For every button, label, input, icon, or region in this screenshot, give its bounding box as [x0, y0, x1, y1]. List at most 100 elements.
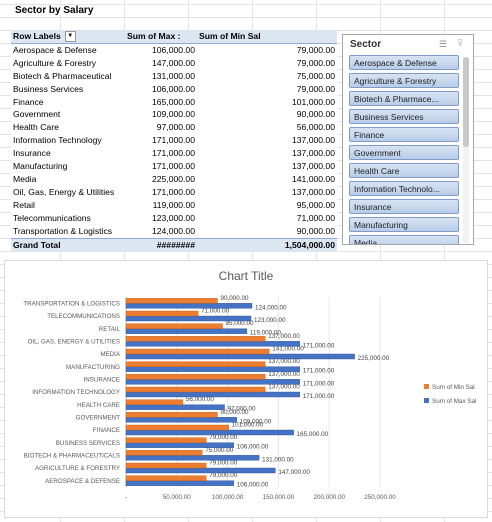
category-label: RETAIL [99, 326, 121, 333]
bar-min-sal[interactable] [125, 450, 203, 456]
category-label: BIOTECH & PHARMACEUTICALS [24, 453, 120, 460]
data-label-max: 97,000.00 [228, 406, 257, 413]
pivot-row[interactable]: Retail 119,000.00 95,000.00 [11, 199, 337, 212]
pivot-row-label: Business Services [13, 83, 84, 94]
bar-max-sal[interactable] [125, 303, 253, 309]
bar-min-sal[interactable] [125, 310, 199, 317]
slicer-item[interactable]: Government [349, 145, 459, 160]
pivot-grand-total-row[interactable]: Grand Total ######## 1,504,000.00 [11, 237, 337, 252]
bar-min-sal[interactable] [125, 298, 218, 304]
pivot-row[interactable]: Biotech & Pharmaceutical 131,000.00 75,000… [11, 70, 337, 83]
slicer-item[interactable]: Information Technolo... [349, 181, 459, 196]
pivot-row-min: 79,000.00 [296, 83, 335, 94]
bar-max-sal[interactable] [125, 391, 300, 398]
bar-min-sal[interactable] [125, 336, 266, 342]
data-label-min: 95,000.00 [226, 320, 255, 327]
slicer-item[interactable]: Finance [349, 127, 459, 142]
bar-max-sal[interactable] [125, 366, 300, 372]
bar-min-sal[interactable] [125, 386, 266, 393]
bar-max-sal[interactable] [125, 417, 237, 423]
pivot-row-max: 106,000.00 [151, 44, 195, 55]
bar-min-sal[interactable] [125, 412, 218, 418]
data-label-min: 75,000.00 [205, 447, 234, 454]
data-label-min: 79,000.00 [209, 472, 238, 479]
slicer-scroll-thumb[interactable] [463, 57, 469, 147]
multi-select-icon[interactable]: ☰ [439, 39, 448, 49]
pivot-row-max: 225,000.00 [151, 173, 195, 184]
pivot-row[interactable]: Telecommunications 123,000.00 71,000.00 [11, 212, 337, 225]
slicer-item[interactable]: Aerospace & Defense [349, 55, 459, 70]
bar-max-sal[interactable] [125, 442, 234, 448]
pivot-row[interactable]: Information Technology 171,000.00 137,000.… [11, 134, 337, 147]
data-label-max: 171,000.00 [303, 342, 335, 349]
pivot-row[interactable]: Health Care 97,000.00 56,000.00 [11, 121, 337, 134]
data-label-max: 123,000.00 [254, 317, 286, 324]
bar-max-sal[interactable] [125, 341, 300, 347]
category-label: INSURANCE [84, 377, 120, 384]
bar-max-sal[interactable] [125, 429, 294, 436]
pivot-table[interactable]: Row Labels ▼ Sum of Max : Sum of Min Sal … [11, 30, 337, 252]
pivot-row-max: 147,000.00 [151, 57, 195, 68]
pivot-row[interactable]: Government 109,000.00 90,000.00 [11, 108, 337, 121]
bar-min-sal[interactable] [125, 348, 270, 355]
slicer-item[interactable]: Biotech & Pharmace... [349, 91, 459, 106]
bar-min-sal[interactable] [125, 374, 266, 380]
pivot-row[interactable]: Transportation & Logistics 124,000.00 90,0… [11, 225, 337, 238]
bar-max-sal[interactable] [125, 404, 225, 410]
grand-total-max: ######## [125, 237, 197, 252]
pivot-header-max[interactable]: Sum of Max : [125, 30, 197, 44]
data-label-min: 141,000.00 [272, 346, 304, 353]
bar-min-sal[interactable] [125, 399, 184, 405]
slicer-item[interactable]: Manufacturing [349, 217, 459, 232]
pivot-header-min[interactable]: Sum of Min Sal [197, 30, 337, 44]
sector-slicer[interactable]: Sector ☰ ⊽ Aerospace & Defense Agricultur… [342, 34, 474, 245]
slicer-item[interactable]: Agriculture & Forestry [349, 73, 459, 88]
pivot-header-row-labels[interactable]: Row Labels ▼ [11, 30, 125, 44]
bar-min-sal[interactable] [125, 361, 266, 367]
pivot-row[interactable]: Aerospace & Defense 106,000.00 79,000.00 [11, 43, 337, 56]
pivot-row[interactable]: Insurance 171,000.00 137,000.00 [11, 147, 337, 160]
bar-max-sal[interactable] [125, 480, 234, 486]
bar-max-sal[interactable] [125, 328, 248, 334]
bar-min-sal[interactable] [125, 437, 207, 443]
slicer-item[interactable]: Health Care [349, 163, 459, 178]
bar-max-sal[interactable] [125, 353, 355, 360]
pivot-row-min: 101,000.00 [291, 96, 335, 107]
pivot-row[interactable]: Oil, Gas, Energy & Utilities 171,000.00 13… [11, 186, 337, 199]
pivot-row-label: Oil, Gas, Energy & Utilities [13, 186, 115, 197]
bar-chart[interactable]: Chart Title - 50,000.00 100,000.00 150,000.… [4, 260, 488, 518]
chart-plot: - 50,000.00 100,000.00 150,000.00 200,000.00… [23, 295, 476, 501]
pivot-row-max: 171,000.00 [151, 148, 195, 159]
bar-min-sal[interactable] [125, 424, 229, 431]
data-label-min: 137,000.00 [268, 384, 300, 391]
slicer-item[interactable]: Media [349, 235, 459, 244]
data-label-min: 79,000.00 [209, 460, 238, 467]
pivot-row-max: 131,000.00 [151, 70, 195, 81]
bar-min-sal[interactable] [125, 475, 207, 481]
data-label-max: 165,000.00 [297, 431, 329, 438]
pivot-row[interactable]: Business Services 106,000.00 79,000.00 [11, 83, 337, 96]
slicer-scrollbar[interactable] [463, 57, 469, 243]
bar-min-sal[interactable] [125, 323, 223, 329]
slicer-item[interactable]: Insurance [349, 199, 459, 214]
chart-title[interactable]: Chart Title [218, 269, 274, 283]
bar-max-sal[interactable] [125, 315, 252, 322]
data-label-max: 147,000.00 [278, 469, 310, 476]
x-tick-label: 200,000.00 [313, 494, 345, 501]
pivot-row[interactable]: Media 225,000.00 141,000.00 [11, 173, 337, 186]
legend-label[interactable]: Sum of Max Sal [432, 398, 476, 405]
pivot-row[interactable]: Agriculture & Forestry 147,000.00 79,000.0… [11, 57, 337, 70]
slicer-item[interactable]: Business Services [349, 109, 459, 124]
pivot-row[interactable]: Manufacturing 171,000.00 137,000.00 [11, 160, 337, 173]
filter-dropdown-icon[interactable]: ▼ [64, 31, 76, 43]
x-tick-label: 150,000.00 [263, 494, 295, 501]
bar-max-sal[interactable] [125, 455, 260, 461]
clear-filter-icon[interactable]: ⊽ [457, 38, 464, 48]
category-label: MANUFACTURING [66, 364, 120, 371]
bar-max-sal[interactable] [125, 467, 276, 474]
legend-label[interactable]: Sum of Min Sal [432, 384, 475, 391]
pivot-row[interactable]: Finance 165,000.00 101,000.00 [11, 96, 337, 109]
bar-min-sal[interactable] [125, 462, 207, 469]
bar-max-sal[interactable] [125, 379, 300, 385]
data-label-max: 225,000.00 [358, 355, 390, 362]
